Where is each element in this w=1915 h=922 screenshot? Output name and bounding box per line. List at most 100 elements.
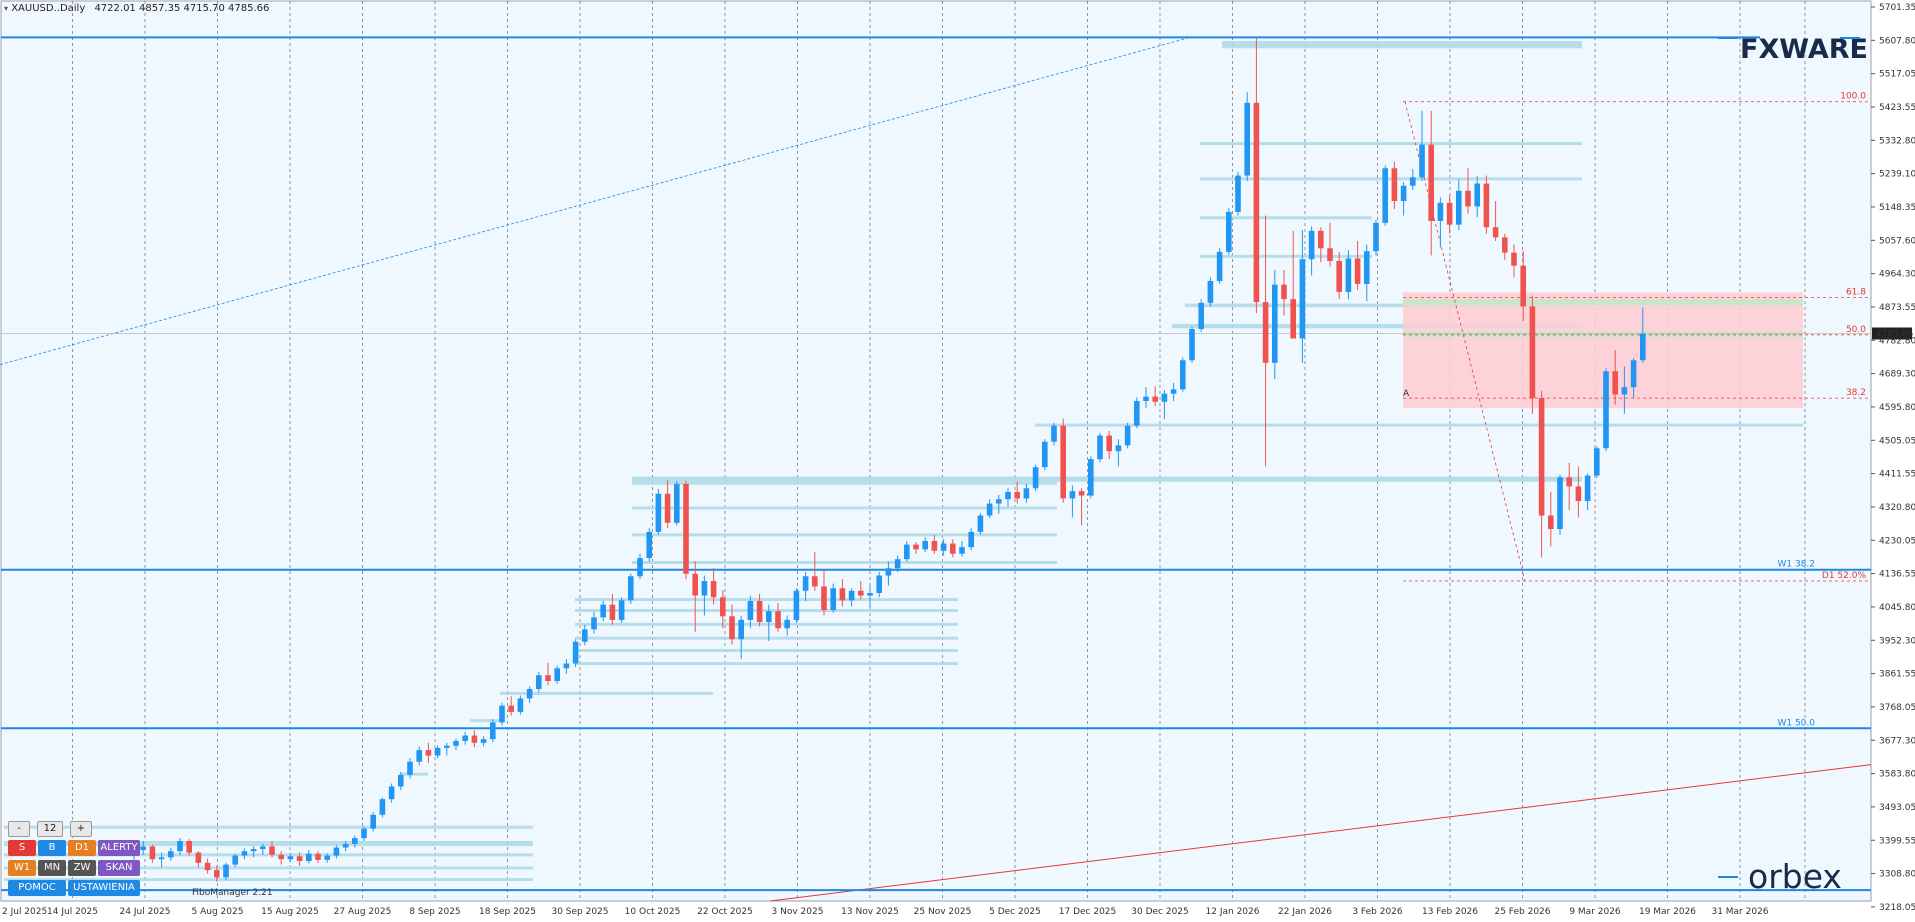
bull-candle	[306, 853, 312, 861]
time-axis: 2 Jul 2025 14 Jul 2025 24 Jul 2025 5 Aug 20…	[2, 907, 1769, 917]
bull-candle	[885, 568, 892, 576]
bull-candle	[1382, 168, 1388, 223]
bull-candle	[1410, 177, 1416, 186]
bull-candle	[1474, 183, 1480, 207]
bull-candle	[637, 558, 643, 577]
bull-candle	[140, 846, 146, 851]
timeframe-d1-button[interactable]: D1	[68, 840, 96, 856]
timeframe-mn-button[interactable]: MN	[38, 860, 66, 876]
period-value[interactable]: 12	[37, 821, 63, 837]
bull-candle	[959, 547, 965, 554]
bull-candle	[333, 847, 340, 856]
bull-candle	[388, 786, 395, 800]
bull-candle	[287, 856, 294, 860]
bull-candle	[1051, 425, 1057, 442]
zw-button[interactable]: ZW	[68, 860, 96, 876]
bull-candle	[646, 531, 652, 559]
bull-candle	[1621, 387, 1628, 395]
price-tick-label: 4964.30	[1879, 270, 1915, 280]
price-tick-label: 4230.05	[1879, 536, 1915, 546]
bull-candle	[904, 544, 910, 560]
menu-arrow-icon[interactable]: ▾	[4, 4, 9, 13]
price-tick-label: 4045.80	[1879, 603, 1915, 613]
plot-area	[0, 0, 1872, 902]
bull-candle	[379, 799, 386, 815]
bull-candle	[407, 761, 413, 775]
time-tick-label: 27 Aug 2025	[334, 907, 392, 917]
bull-candle	[784, 619, 790, 629]
bull-candle	[747, 601, 754, 620]
bull-candle	[1308, 230, 1315, 260]
bull-candle	[1032, 467, 1039, 489]
sell-button[interactable]: S	[8, 840, 36, 856]
bull-candle	[1235, 175, 1241, 212]
bear-candle	[931, 541, 938, 551]
price-tick-label: 4873.55	[1879, 303, 1915, 313]
bear-candle	[1538, 398, 1545, 516]
bull-candle	[848, 590, 855, 601]
price-tick-label: 5148.35	[1879, 203, 1915, 213]
bull-candle	[1557, 477, 1563, 529]
sr-zone	[575, 609, 958, 612]
price-tick-label: 5239.10	[1879, 170, 1915, 180]
alerts-button[interactable]: ALERTY	[98, 840, 140, 856]
bear-candle	[195, 852, 202, 863]
price-tick-label: 4320.80	[1879, 503, 1915, 513]
buy-button[interactable]: B	[38, 840, 66, 856]
bull-candle	[655, 493, 662, 532]
bull-candle	[922, 541, 928, 550]
bull-candle	[1603, 371, 1609, 449]
time-tick-label: 2 Jul 2025	[2, 907, 47, 917]
bear-candle	[821, 586, 827, 611]
time-tick-label: 19 Mar 2026	[1639, 907, 1696, 917]
bear-candle	[609, 604, 616, 620]
logo-orbex-text: orbex	[1748, 857, 1842, 896]
sr-zone	[575, 662, 958, 666]
help-button[interactable]: POMOC	[8, 880, 66, 896]
minus-button[interactable]: -	[8, 821, 30, 837]
bull-candle	[1170, 389, 1177, 394]
bull-candle	[1373, 222, 1379, 252]
fibo-green-band	[1403, 331, 1803, 338]
price-tick-label: 4505.05	[1879, 436, 1915, 446]
timeframe-w1-button[interactable]: W1	[8, 860, 36, 876]
bear-candle	[1078, 491, 1085, 496]
support-resistance-zones	[4, 41, 1803, 882]
bear-candle	[950, 543, 956, 554]
sr-zone	[1035, 423, 1803, 427]
bear-candle	[775, 611, 781, 629]
current-price-label: 4785.66	[1876, 329, 1913, 339]
bear-candle	[692, 573, 698, 596]
bull-candle	[582, 629, 588, 642]
bull-candle	[766, 611, 772, 623]
bull-candle	[434, 747, 441, 756]
bull-candle	[536, 675, 542, 689]
bull-candle	[1207, 281, 1214, 303]
time-tick-label: 30 Dec 2025	[1131, 907, 1189, 917]
plus-button[interactable]: +	[70, 821, 92, 837]
bear-candle	[1483, 183, 1490, 228]
settings-button[interactable]: USTAWIENIA	[68, 880, 140, 896]
bull-candle	[1594, 448, 1600, 476]
bear-candle	[214, 870, 220, 878]
time-tick-label: 3 Feb 2026	[1352, 907, 1403, 917]
bull-candle	[1456, 190, 1462, 225]
chart-header: ▾ XAUUSD..Daily 4722.01 4857.35 4715.70 …	[4, 3, 269, 14]
bull-candle	[968, 531, 974, 548]
bull-candle	[986, 503, 993, 516]
scan-button[interactable]: SKAN	[98, 860, 140, 876]
price-tick-label: 5607.80	[1879, 36, 1915, 46]
bull-candle	[490, 722, 496, 740]
bull-candle	[1069, 491, 1076, 499]
price-tick-label: 3861.55	[1879, 670, 1915, 680]
bear-candle	[471, 735, 478, 743]
bear-candle	[508, 705, 514, 712]
price-tick-label: 3399.55	[1879, 836, 1915, 846]
bull-candle	[250, 849, 257, 852]
bear-candle	[1262, 302, 1269, 363]
bull-candle	[499, 705, 505, 723]
sr-zone	[632, 533, 1057, 537]
sr-zone	[500, 691, 713, 695]
bear-candle	[1281, 284, 1287, 300]
